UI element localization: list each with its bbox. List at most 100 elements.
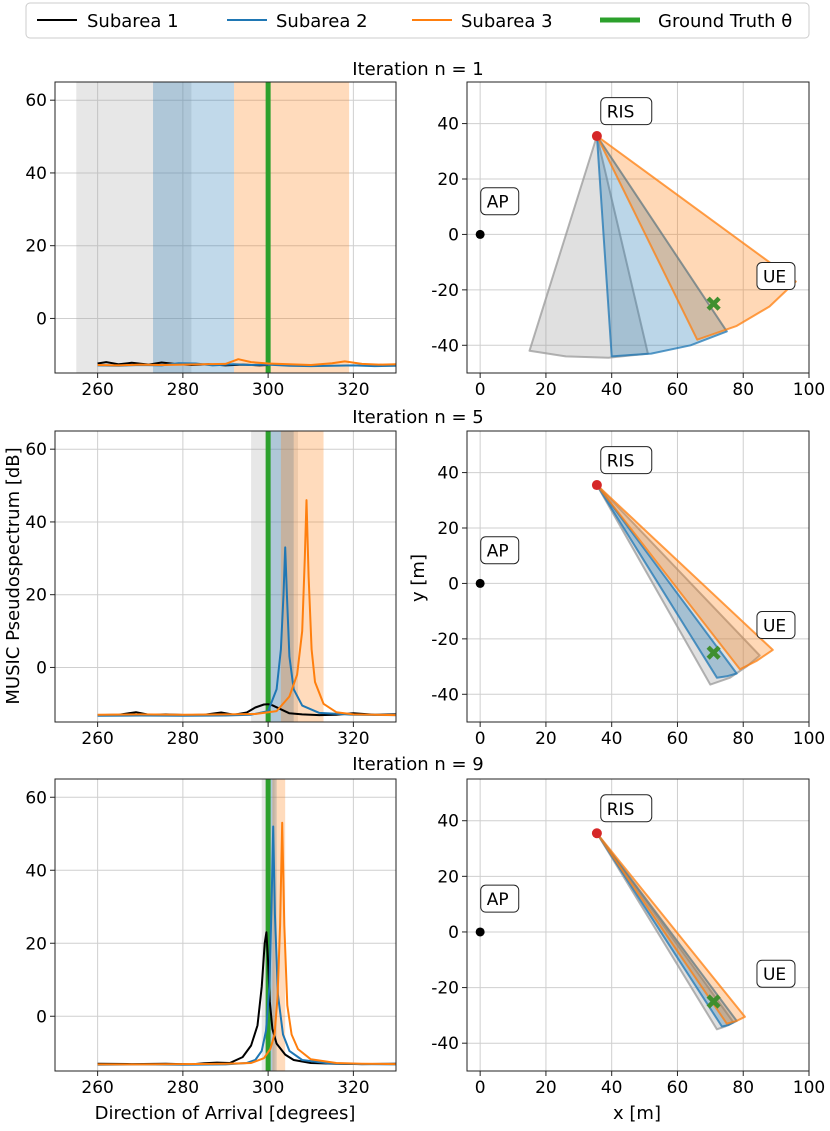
ue-marker xyxy=(706,994,721,1009)
band-subarea-3 xyxy=(280,431,324,722)
panel-6: AP RIS UE 0 20 40 60 80 100 -40 -20 0 20 40 xyxy=(431,778,825,1098)
x-tick-label: 0 xyxy=(475,380,486,400)
y-tick-label: 60 xyxy=(25,788,47,808)
x-tick-label: 100 xyxy=(793,1078,825,1098)
axes-frame xyxy=(54,778,397,1072)
ap-marker xyxy=(475,578,485,588)
x-tick-label: 320 xyxy=(337,729,369,749)
y-tick-label: 60 xyxy=(25,440,47,460)
x-tick-label: 80 xyxy=(732,1078,754,1098)
label-box-ris xyxy=(600,97,653,126)
ue-marker xyxy=(706,645,721,660)
label-box-ue xyxy=(756,611,796,640)
band-subarea-1 xyxy=(251,431,298,722)
band-subarea-3 xyxy=(234,82,350,373)
plot-area xyxy=(76,82,396,373)
label-box-ue xyxy=(756,959,796,988)
ap-marker xyxy=(475,229,485,239)
x-tick-label: 60 xyxy=(667,729,689,749)
label-ue: UE xyxy=(763,965,786,985)
panel-3: 260 280 300 320 0 20 40 60 xyxy=(25,430,397,749)
x-tick-label: 40 xyxy=(601,380,623,400)
y-tick-label: -40 xyxy=(431,336,459,356)
x-tick-label: 260 xyxy=(81,729,113,749)
y-tick-label: 20 xyxy=(437,519,459,539)
x-tick-label: 0 xyxy=(475,1078,486,1098)
sector-subarea-3 xyxy=(595,832,746,1025)
y-tick-label: -20 xyxy=(431,281,459,301)
x-tick-label: 280 xyxy=(167,1078,199,1098)
y-tick-label: 60 xyxy=(25,91,47,111)
y-tick-label: 0 xyxy=(36,658,47,678)
sector-subarea-3 xyxy=(595,135,797,341)
legend-label-subarea-3: Subarea 3 xyxy=(461,11,553,32)
sector-subarea-2 xyxy=(595,832,738,1028)
label-box-ue xyxy=(756,262,796,291)
plot-area xyxy=(595,832,746,1031)
axes-frame xyxy=(466,81,810,374)
panel-4: AP RIS UE 0 20 40 60 80 100 -40 -20 0 20 40 xyxy=(431,430,825,749)
axes-frame xyxy=(54,81,397,374)
geo-y-axis-label: y [m] xyxy=(408,554,429,602)
series-line-subarea-3 xyxy=(97,499,396,717)
series-line-subarea-3 xyxy=(97,821,396,1066)
series-line-subarea-2 xyxy=(97,825,396,1066)
y-tick-label: 40 xyxy=(437,115,459,135)
panel-1: 260 280 300 320 0 20 40 60 xyxy=(25,81,397,400)
x-tick-label: 40 xyxy=(601,729,623,749)
plot-area xyxy=(595,484,774,686)
panel-5: 260 280 300 320 0 20 40 60 xyxy=(25,778,397,1098)
label-ap: AP xyxy=(487,542,509,562)
label-ap: AP xyxy=(487,193,509,213)
x-tick-label: 40 xyxy=(601,1078,623,1098)
legend: Subarea 1 Subarea 2 Subarea 3 Ground Tru… xyxy=(25,2,810,39)
label-box-ap xyxy=(480,536,520,565)
row-2-title: Iteration n = 5 xyxy=(352,407,483,428)
series-line-subarea-3 xyxy=(97,358,396,367)
x-tick-label: 60 xyxy=(667,380,689,400)
axes-frame xyxy=(466,430,810,723)
row-1-title: Iteration n = 1 xyxy=(352,59,483,80)
sector-subarea-2 xyxy=(595,484,738,679)
y-tick-label: 0 xyxy=(36,309,47,329)
x-tick-label: 300 xyxy=(252,1078,284,1098)
panel-2: AP RIS UE 0 20 40 60 80 100 -40 -20 0 20 40 xyxy=(431,81,825,400)
y-tick-label: 20 xyxy=(25,586,47,606)
label-ris: RIS xyxy=(607,452,635,472)
plot-area xyxy=(97,779,396,1071)
x-tick-label: 20 xyxy=(535,729,557,749)
y-tick-label: 40 xyxy=(437,812,459,832)
ris-marker xyxy=(591,131,602,142)
row-3-title: Iteration n = 9 xyxy=(352,754,483,775)
ris-marker xyxy=(591,828,602,839)
y-tick-label: 0 xyxy=(448,923,459,943)
label-box-ap xyxy=(480,884,520,913)
x-tick-label: 60 xyxy=(667,1078,689,1098)
band-subarea-1 xyxy=(76,82,192,373)
label-ue: UE xyxy=(763,617,786,637)
y-tick-label: 0 xyxy=(448,574,459,594)
y-tick-label: 20 xyxy=(437,867,459,887)
x-tick-label: 260 xyxy=(81,1078,113,1098)
ap-marker xyxy=(475,927,485,937)
band-subarea-2 xyxy=(268,431,294,722)
y-tick-label: -40 xyxy=(431,1034,459,1054)
y-tick-label: 20 xyxy=(437,170,459,190)
x-tick-label: 80 xyxy=(732,380,754,400)
x-tick-label: 300 xyxy=(252,729,284,749)
sector-subarea-1 xyxy=(528,135,649,359)
sector-subarea-2 xyxy=(595,135,728,358)
y-tick-label: 40 xyxy=(25,861,47,881)
x-tick-label: 280 xyxy=(167,380,199,400)
label-box-ris xyxy=(600,446,653,475)
x-tick-label: 0 xyxy=(475,729,486,749)
spectrum-x-axis-label: Direction of Arrival [degrees] xyxy=(95,1103,356,1124)
y-tick-label: 0 xyxy=(448,225,459,245)
x-tick-label: 260 xyxy=(81,380,113,400)
y-tick-label: 20 xyxy=(25,237,47,257)
y-tick-label: 40 xyxy=(437,464,459,484)
x-tick-label: 20 xyxy=(535,380,557,400)
ue-marker xyxy=(706,296,721,311)
series-line-subarea-1 xyxy=(97,931,396,1066)
y-tick-label: 40 xyxy=(25,513,47,533)
